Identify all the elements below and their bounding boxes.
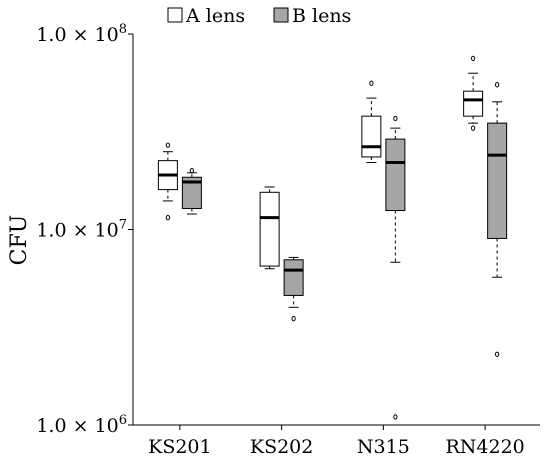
y-tick-mantissa-2: 1.0 × 10 — [36, 24, 118, 46]
y-tick-label-0: 1.0 × 106 — [36, 413, 127, 437]
legend-label-a-lens: A lens — [185, 5, 245, 27]
box-b-lens-n315 — [385, 115, 406, 420]
outlier-point-b-lens-ks202-0 — [291, 315, 296, 322]
outlier-point-a-lens-ks201-1 — [165, 142, 170, 148]
box-b-lens-ks201 — [181, 167, 202, 215]
boxes — [157, 55, 508, 420]
iqr-box-b-lens-n315 — [385, 138, 406, 212]
y-tick-label-1: 1.0 × 107 — [36, 218, 127, 242]
y-tick-exponent-2: 8 — [119, 22, 127, 37]
box-b-lens-ks202 — [283, 256, 304, 322]
box-a-lens-n315 — [361, 80, 382, 164]
box-a-lens-rn4220 — [463, 55, 484, 131]
outlier-point-a-lens-ks201-0 — [165, 214, 170, 221]
outlier-point-a-lens-n315-0 — [369, 80, 374, 86]
iqr-box-b-lens-ks202 — [283, 259, 304, 296]
iqr-box-a-lens-rn4220 — [463, 90, 484, 117]
y-tick-exponent-0: 6 — [119, 413, 127, 428]
box-b-lens-rn4220 — [487, 82, 508, 357]
iqr-box-a-lens-ks202 — [259, 191, 280, 267]
x-tick-label-n315: N315 — [357, 436, 410, 458]
axes — [128, 33, 540, 430]
y-tick-mantissa-1: 1.0 × 10 — [36, 220, 118, 242]
x-tick-label-ks202: KS202 — [250, 436, 313, 458]
outlier-point-b-lens-rn4220-1 — [495, 351, 500, 357]
x-tick-label-rn4220: RN4220 — [445, 436, 524, 458]
outlier-point-b-lens-n315-1 — [393, 414, 398, 420]
y-axis-label: CFU — [7, 215, 32, 266]
legend-label-b-lens: B lens — [292, 5, 351, 27]
box-a-lens-ks202 — [259, 186, 280, 270]
legend: A lens B lens — [167, 5, 351, 27]
y-tick-label-2: 1.0 × 108 — [36, 22, 127, 46]
outlier-point-a-lens-rn4220-1 — [471, 55, 476, 62]
outlier-point-a-lens-rn4220-0 — [471, 125, 476, 131]
y-tick-mantissa-0: 1.0 × 10 — [36, 415, 118, 437]
iqr-box-a-lens-n315 — [361, 115, 382, 158]
iqr-box-b-lens-rn4220 — [487, 122, 508, 239]
y-tick-exponent-1: 7 — [119, 218, 127, 233]
outlier-point-b-lens-ks201-0 — [189, 167, 194, 174]
x-tick-labels: KS201 KS202 N315 RN4220 — [148, 436, 525, 458]
legend-swatch-a-lens — [167, 7, 183, 23]
outlier-point-b-lens-rn4220-0 — [495, 82, 500, 88]
legend-swatch-b-lens — [273, 7, 289, 23]
iqr-box-b-lens-ks201 — [181, 176, 202, 210]
outlier-point-b-lens-n315-0 — [393, 115, 398, 122]
box-a-lens-ks201 — [157, 142, 178, 221]
x-tick-label-ks201: KS201 — [148, 436, 211, 458]
